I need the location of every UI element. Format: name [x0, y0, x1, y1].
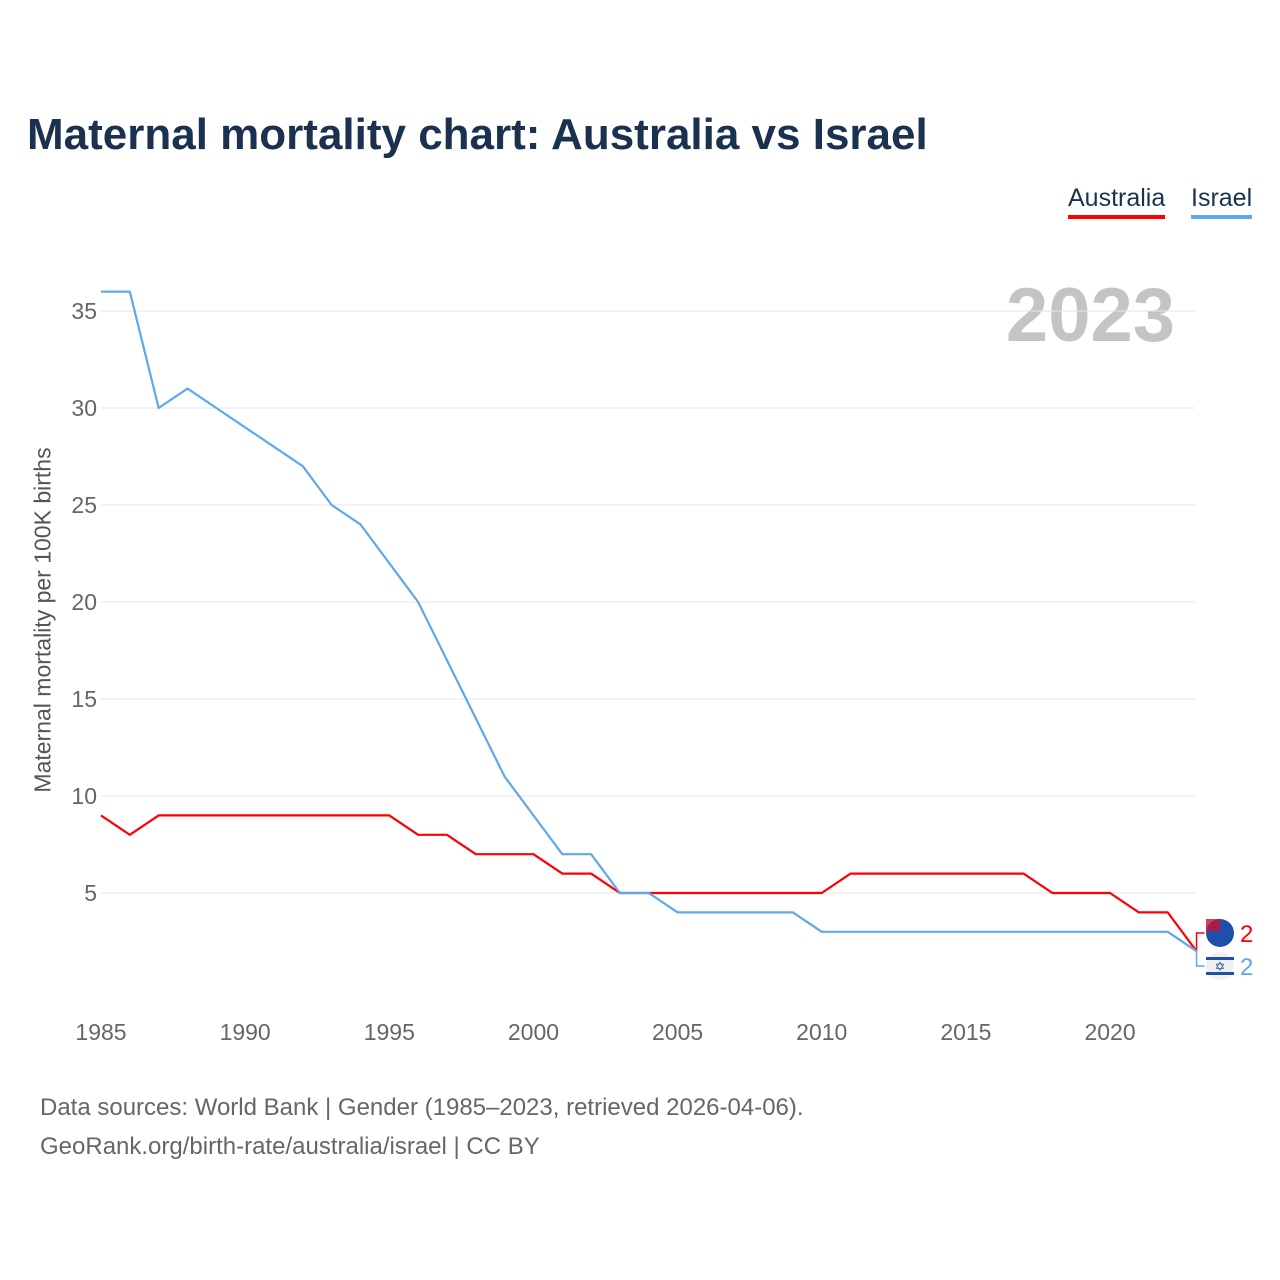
end-connector	[1195, 932, 1205, 952]
y-tick-label: 5	[84, 880, 97, 906]
star-of-david-icon: ✡	[1215, 959, 1226, 974]
source-line-1: Data sources: World Bank | Gender (1985–…	[40, 1094, 804, 1121]
x-tick-label: 1990	[220, 1019, 271, 1045]
flag-union-icon	[1206, 919, 1220, 931]
x-tick-label: 2015	[940, 1019, 991, 1045]
source-line-2: GeoRank.org/birth-rate/australia/israel …	[40, 1133, 540, 1160]
x-tick-label: 2010	[796, 1019, 847, 1045]
x-tick-label: 2020	[1084, 1019, 1135, 1045]
legend-israel[interactable]: Israel	[1191, 184, 1253, 219]
y-tick-label: 30	[71, 395, 97, 421]
series-line-israel	[101, 290, 1198, 953]
y-tick-label: 15	[71, 686, 97, 712]
x-tick-label: 2000	[508, 1019, 559, 1045]
end-connector	[1195, 951, 1205, 967]
year-label: 2023	[1005, 273, 1175, 358]
y-tick-label: 10	[71, 783, 97, 809]
chart-title: Maternal mortality chart: Australia vs I…	[27, 110, 928, 159]
legend-australia[interactable]: Australia	[1068, 184, 1166, 219]
x-tick-label: 1995	[364, 1019, 415, 1045]
x-tick-label: 1985	[75, 1019, 126, 1045]
y-tick-label: 20	[71, 589, 97, 615]
end-value-label: 2	[1240, 921, 1253, 948]
end-value-label: 2	[1240, 954, 1253, 981]
source-note: Data sources: World Bank | Gender (1985–…	[40, 1088, 804, 1166]
flag-stripe	[1206, 972, 1234, 975]
x-tick-label: 2005	[652, 1019, 703, 1045]
flag-stripe	[1206, 957, 1234, 960]
y-tick-label: 25	[71, 492, 97, 518]
y-tick-label: 35	[71, 298, 97, 324]
